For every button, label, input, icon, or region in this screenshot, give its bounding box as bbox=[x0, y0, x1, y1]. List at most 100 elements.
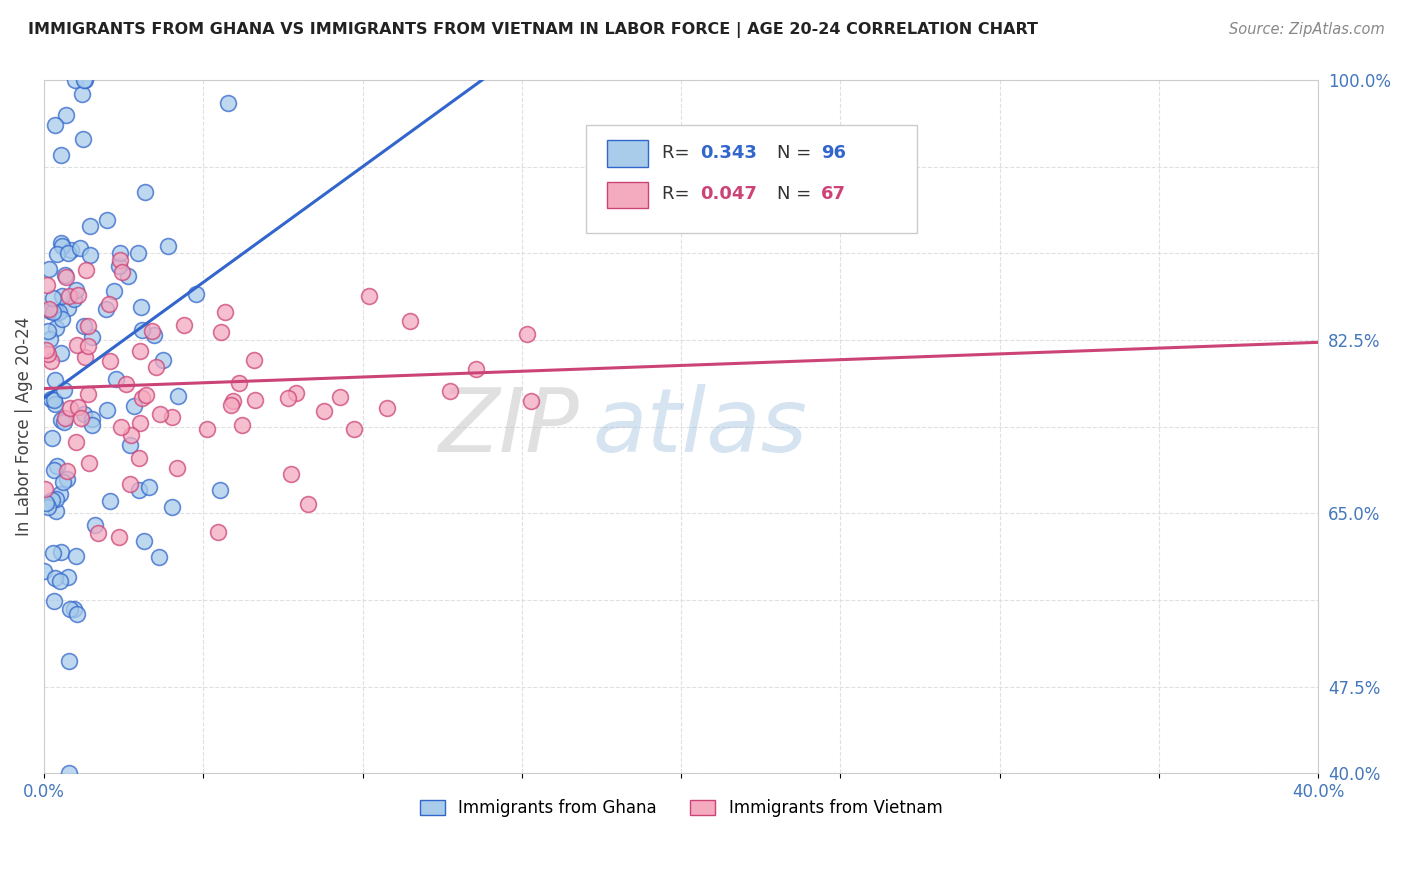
Point bbox=[32, 564, 55, 578]
Point bbox=[39, 304, 62, 318]
Point bbox=[103, 285, 125, 299]
Text: ZIP: ZIP bbox=[439, 384, 579, 470]
Point bbox=[129, 344, 152, 359]
Text: 67: 67 bbox=[821, 186, 846, 203]
Point bbox=[128, 483, 150, 498]
Point bbox=[314, 404, 336, 418]
Point bbox=[94, 301, 117, 316]
Point bbox=[73, 73, 96, 87]
Point bbox=[285, 386, 308, 401]
Point bbox=[49, 545, 72, 559]
Point bbox=[98, 354, 121, 368]
Point bbox=[173, 318, 195, 332]
Point bbox=[69, 411, 91, 425]
Point bbox=[66, 607, 89, 622]
Point bbox=[65, 434, 87, 449]
Point bbox=[145, 359, 167, 374]
Point bbox=[120, 476, 142, 491]
Point bbox=[184, 286, 207, 301]
Point bbox=[377, 401, 399, 415]
Point bbox=[195, 422, 218, 436]
Text: N =: N = bbox=[776, 145, 811, 162]
Point bbox=[131, 300, 153, 314]
Point bbox=[49, 345, 72, 359]
Point bbox=[141, 324, 163, 338]
Point bbox=[73, 319, 96, 334]
Point bbox=[122, 400, 145, 414]
Point bbox=[243, 352, 266, 367]
Point bbox=[143, 327, 166, 342]
Point bbox=[58, 289, 80, 303]
Point bbox=[41, 431, 63, 445]
Point bbox=[98, 494, 121, 508]
Point bbox=[51, 312, 73, 326]
Point bbox=[65, 549, 87, 564]
Point bbox=[231, 418, 253, 433]
Point bbox=[98, 297, 121, 311]
Point bbox=[115, 376, 138, 391]
Text: IMMIGRANTS FROM GHANA VS IMMIGRANTS FROM VIETNAM IN LABOR FORCE | AGE 20-24 CORR: IMMIGRANTS FROM GHANA VS IMMIGRANTS FROM… bbox=[28, 22, 1038, 38]
Bar bbox=[607, 182, 648, 208]
Point bbox=[135, 388, 157, 402]
Point bbox=[44, 397, 66, 411]
Point bbox=[37, 347, 59, 361]
Point bbox=[243, 392, 266, 407]
Point bbox=[45, 504, 67, 518]
Point bbox=[56, 472, 79, 486]
Point bbox=[207, 524, 229, 539]
Point bbox=[55, 108, 77, 122]
Point bbox=[70, 87, 93, 102]
Point bbox=[107, 260, 129, 274]
Point bbox=[34, 483, 56, 497]
Text: 96: 96 bbox=[821, 145, 846, 162]
Point bbox=[38, 262, 60, 277]
Point bbox=[69, 241, 91, 255]
Point bbox=[42, 546, 65, 560]
Point bbox=[63, 292, 86, 306]
Point bbox=[108, 245, 131, 260]
Point bbox=[42, 463, 65, 477]
Point bbox=[52, 384, 75, 398]
Point bbox=[45, 304, 67, 318]
Point bbox=[72, 407, 94, 421]
Point bbox=[280, 467, 302, 482]
Point bbox=[516, 326, 538, 341]
Point bbox=[134, 533, 156, 548]
Point bbox=[108, 530, 131, 544]
Point bbox=[96, 213, 118, 227]
Point bbox=[56, 246, 79, 260]
Text: N =: N = bbox=[776, 186, 811, 203]
Point bbox=[79, 248, 101, 262]
Point bbox=[166, 389, 188, 403]
Point bbox=[44, 118, 66, 132]
Text: Source: ZipAtlas.com: Source: ZipAtlas.com bbox=[1229, 22, 1385, 37]
Bar bbox=[607, 140, 648, 167]
Point bbox=[156, 238, 179, 252]
Point bbox=[59, 243, 82, 257]
Text: R=: R= bbox=[662, 145, 696, 162]
Point bbox=[58, 766, 80, 780]
Point bbox=[343, 422, 366, 436]
Point bbox=[41, 493, 63, 508]
Point bbox=[83, 518, 105, 533]
Point bbox=[129, 417, 152, 431]
Point bbox=[39, 392, 62, 406]
Point bbox=[42, 291, 65, 305]
Legend: Immigrants from Ghana, Immigrants from Vietnam: Immigrants from Ghana, Immigrants from V… bbox=[413, 793, 949, 824]
FancyBboxPatch shape bbox=[586, 125, 917, 233]
Point bbox=[66, 288, 89, 302]
Point bbox=[297, 497, 319, 511]
Point bbox=[58, 301, 80, 316]
Point bbox=[51, 239, 73, 253]
Point bbox=[105, 371, 128, 385]
Point bbox=[76, 318, 98, 333]
Point bbox=[110, 420, 132, 434]
Point bbox=[76, 387, 98, 401]
Point bbox=[111, 265, 134, 279]
Point bbox=[66, 400, 89, 414]
Point bbox=[45, 458, 67, 473]
Point bbox=[87, 526, 110, 541]
Point bbox=[35, 278, 58, 293]
Point bbox=[277, 392, 299, 406]
Point bbox=[219, 398, 242, 412]
